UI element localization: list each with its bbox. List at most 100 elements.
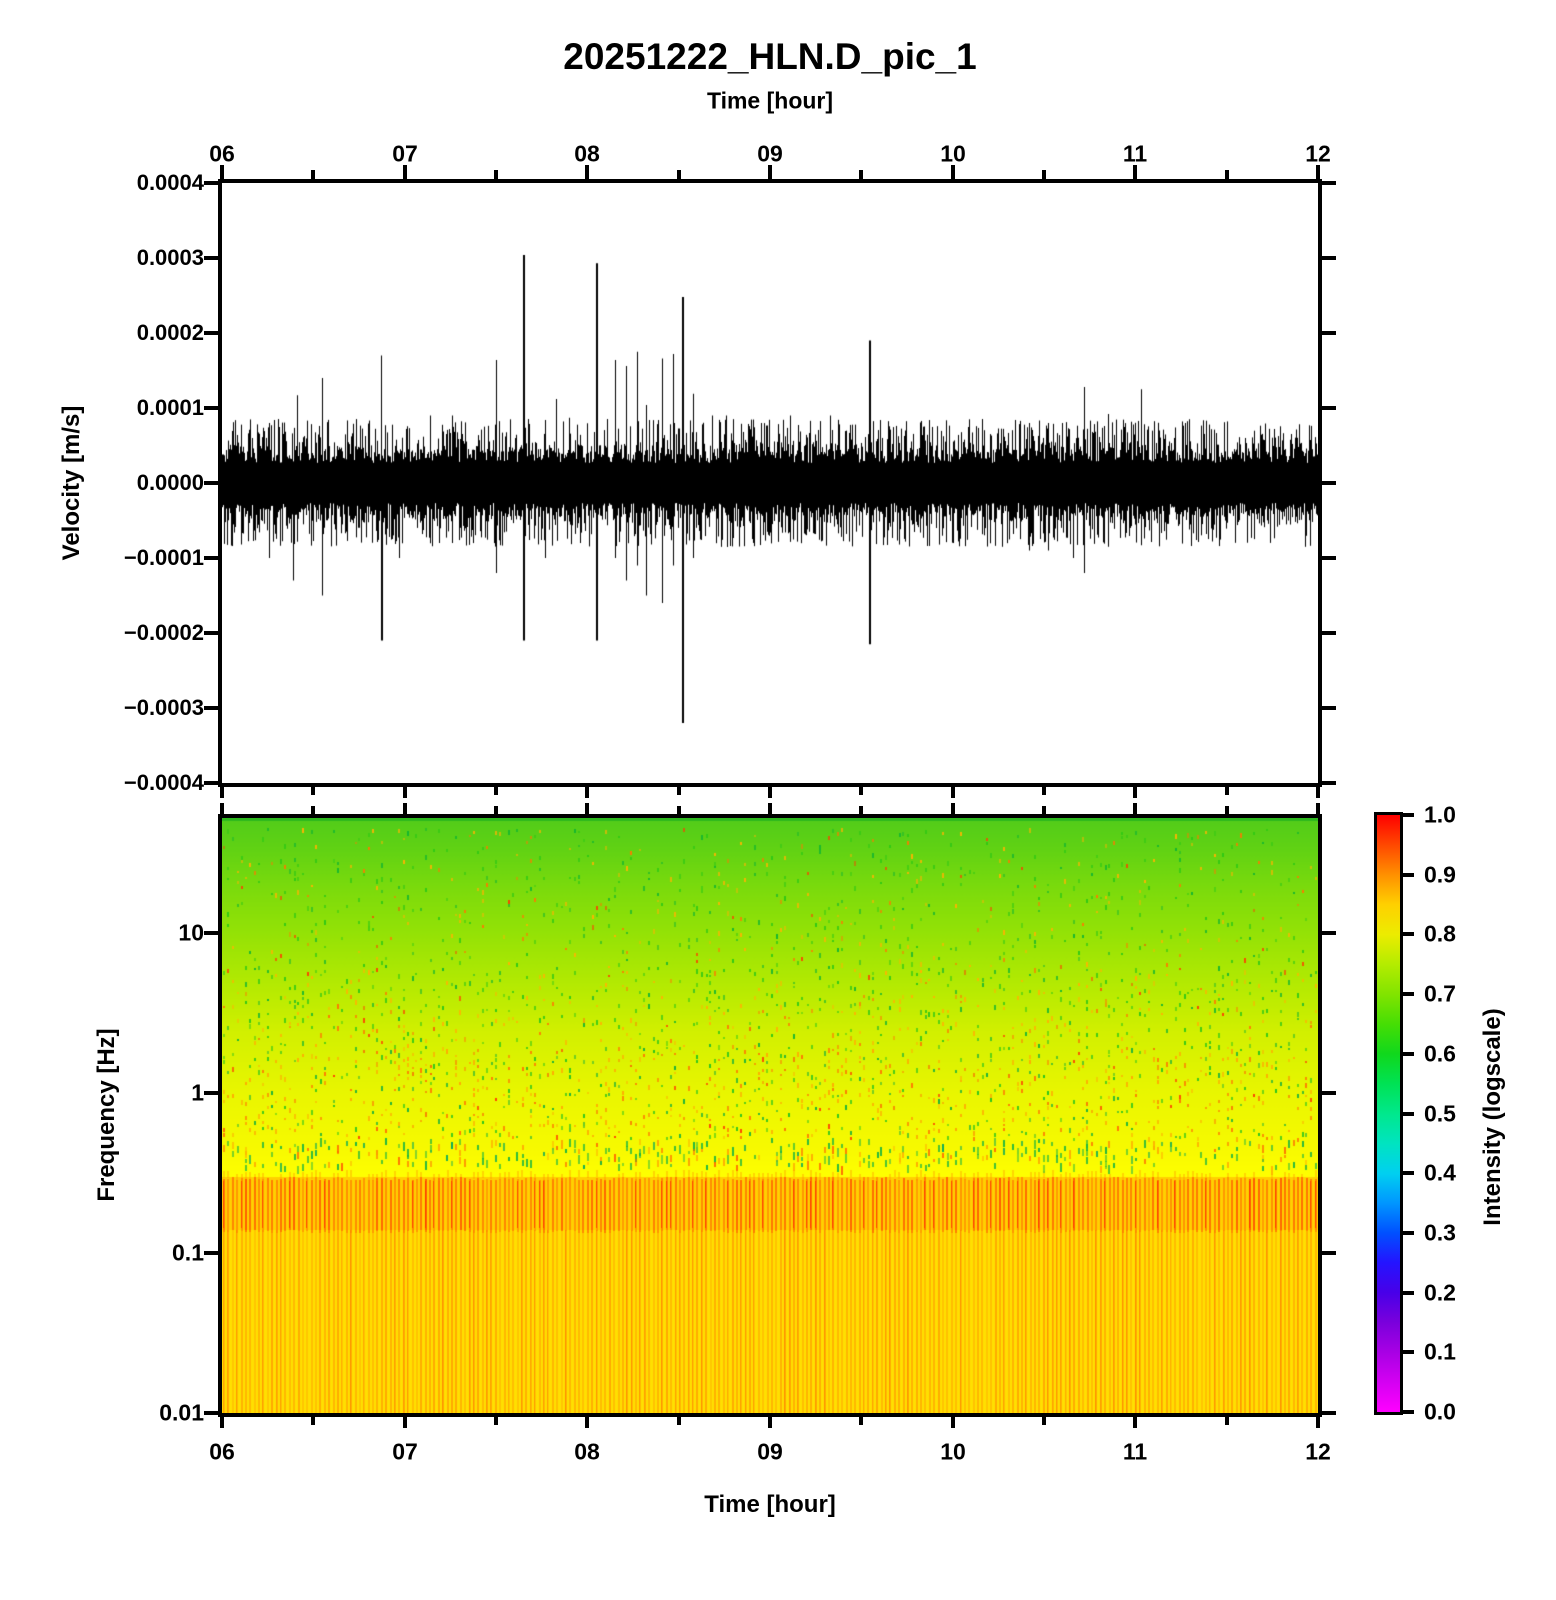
colorbar-tick	[1403, 1291, 1414, 1295]
waveform-ytick-label: −0.0004	[123, 770, 204, 795]
waveform-bottom-minor-tick	[1042, 787, 1046, 795]
spectrogram-top-minor-tick	[1042, 806, 1046, 814]
waveform-ytick-label: −0.0002	[123, 620, 204, 645]
spectrogram-bottom-minor-tick	[1042, 1417, 1046, 1425]
bottom-hour-label: 06	[209, 1438, 235, 1465]
spectrogram-ytick-label: 0.01	[159, 1399, 204, 1426]
colorbar-tick-label: 0.4	[1424, 1159, 1456, 1186]
colorbar-tick-label: 0.9	[1424, 861, 1456, 888]
spectrogram-panel	[218, 814, 1322, 1417]
waveform-bottom-major-tick	[220, 787, 224, 798]
top-hour-label: 09	[757, 140, 783, 167]
top-hour-label: 12	[1305, 140, 1331, 167]
top-hour-label: 06	[209, 140, 235, 167]
waveform-trace-canvas	[222, 183, 1318, 783]
waveform-right-tick	[1322, 481, 1336, 485]
waveform-ytick-label: −0.0003	[123, 695, 204, 720]
spectrogram-left-tick	[204, 1091, 218, 1095]
bottom-hour-label: 10	[940, 1438, 966, 1465]
bottom-hour-label: 08	[574, 1438, 600, 1465]
waveform-left-tick	[204, 256, 218, 260]
waveform-bottom-minor-tick	[311, 787, 315, 795]
spectrogram-top-major-tick	[768, 803, 772, 814]
top-axis-minor-tick	[311, 170, 315, 179]
waveform-left-tick	[204, 181, 218, 185]
colorbar-tick	[1403, 1052, 1414, 1056]
colorbar-tick-label: 0.1	[1424, 1338, 1456, 1365]
waveform-ytick-label: 0.0000	[136, 470, 204, 495]
bottom-hour-label: 11	[1122, 1438, 1148, 1465]
waveform-right-tick	[1322, 331, 1336, 335]
waveform-right-tick	[1322, 631, 1336, 635]
spectrogram-ytick-label: 1	[191, 1079, 204, 1106]
spectrogram-top-major-tick	[585, 803, 589, 814]
spectrogram-top-major-tick	[951, 803, 955, 814]
top-axis-major-tick	[951, 165, 955, 179]
spectrogram-top-major-tick	[1316, 803, 1320, 814]
spectrogram-ytick-label: 0.1	[172, 1239, 204, 1266]
waveform-bottom-minor-tick	[677, 787, 681, 795]
top-axis-major-tick	[768, 165, 772, 179]
spectrogram-top-minor-tick	[859, 806, 863, 814]
top-x-axis-title: Time [hour]	[706, 87, 834, 114]
top-hour-label: 10	[940, 140, 966, 167]
colorbar-tick	[1403, 813, 1414, 817]
colorbar-tick-label: 0.6	[1424, 1040, 1456, 1067]
colorbar-tick-label: 1.0	[1424, 801, 1456, 828]
waveform-right-tick	[1322, 181, 1336, 185]
spectrogram-left-tick	[204, 1251, 218, 1255]
waveform-bottom-major-tick	[585, 787, 589, 798]
spectrogram-top-major-tick	[403, 803, 407, 814]
waveform-ytick-label: 0.0002	[136, 320, 204, 345]
spectrogram-top-minor-tick	[1225, 806, 1229, 814]
waveform-ytick-label: −0.0001	[123, 545, 204, 570]
page-title: 20251222_HLN.D_pic_1	[563, 36, 977, 77]
waveform-bottom-major-tick	[768, 787, 772, 798]
waveform-right-tick	[1322, 406, 1336, 410]
waveform-bottom-minor-tick	[494, 787, 498, 795]
waveform-bottom-major-tick	[1133, 787, 1137, 798]
colorbar-tick-label: 0.7	[1424, 980, 1456, 1007]
waveform-bottom-major-tick	[951, 787, 955, 798]
spectrogram-top-major-tick	[220, 803, 224, 814]
spectrogram-bottom-major-tick	[585, 1417, 589, 1428]
waveform-ytick-label: 0.0001	[136, 395, 204, 420]
colorbar-tick-label: 0.0	[1424, 1398, 1456, 1425]
waveform-left-tick	[204, 331, 218, 335]
waveform-left-tick	[204, 406, 218, 410]
spectrogram-bottom-major-tick	[768, 1417, 772, 1428]
top-axis-major-tick	[403, 165, 407, 179]
spectrogram-top-major-tick	[1133, 803, 1137, 814]
waveform-bottom-major-tick	[1316, 787, 1320, 798]
spectrogram-bottom-minor-tick	[1225, 1417, 1229, 1425]
waveform-right-tick	[1322, 706, 1336, 710]
waveform-bottom-major-tick	[403, 787, 407, 798]
waveform-bottom-minor-tick	[859, 787, 863, 795]
spectrogram-bottom-minor-tick	[494, 1417, 498, 1425]
colorbar-tick	[1403, 992, 1414, 996]
waveform-left-tick	[204, 706, 218, 710]
spectrogram-top-minor-tick	[677, 806, 681, 814]
waveform-y-axis-title: Velocity [m/s]	[58, 405, 85, 561]
waveform-right-tick	[1322, 556, 1336, 560]
top-axis-major-tick	[220, 165, 224, 179]
bottom-hour-label: 12	[1305, 1438, 1331, 1465]
colorbar-tick	[1403, 1350, 1414, 1354]
spectrogram-bottom-major-tick	[403, 1417, 407, 1428]
colorbar-tick	[1403, 1231, 1414, 1235]
colorbar-tick-label: 0.3	[1424, 1219, 1456, 1246]
spectrogram-bottom-minor-tick	[677, 1417, 681, 1425]
spectrogram-right-tick	[1322, 1251, 1336, 1255]
top-axis-major-tick	[1316, 165, 1320, 179]
spectrogram-bottom-major-tick	[1133, 1417, 1137, 1428]
colorbar-tick-label: 0.2	[1424, 1279, 1456, 1306]
top-axis-minor-tick	[1225, 170, 1229, 179]
waveform-right-tick	[1322, 256, 1336, 260]
spectrogram-bottom-minor-tick	[859, 1417, 863, 1425]
waveform-right-tick	[1322, 781, 1336, 785]
top-axis-minor-tick	[1042, 170, 1046, 179]
bottom-hour-label: 09	[757, 1438, 783, 1465]
top-hour-label: 08	[574, 140, 600, 167]
colorbar-tick-label: 0.5	[1424, 1100, 1456, 1127]
colorbar-gradient	[1374, 812, 1403, 1415]
